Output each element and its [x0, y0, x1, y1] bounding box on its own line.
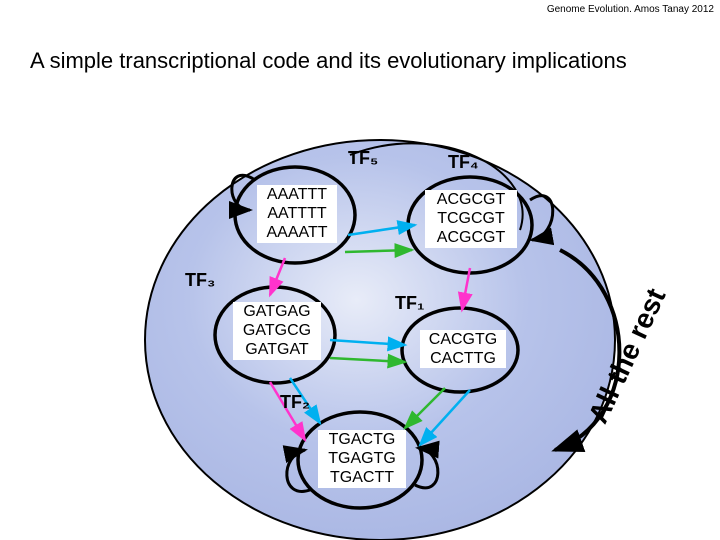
box-tf5-l2: AATTTT — [267, 205, 326, 222]
box-tf5: AAATTT AATTTT AAAATT — [257, 185, 337, 243]
box-tf3: GATGAG GATGCG GATGAT — [233, 302, 321, 360]
box-tf3-l2: GATGCG — [243, 322, 311, 339]
box-tf4-l2: TCGCGT — [437, 210, 505, 227]
label-tf1: TF₁ — [395, 293, 424, 314]
box-tf5-l3: AAAATT — [266, 224, 327, 241]
box-tf1-l2: CACTTG — [430, 350, 496, 367]
box-tf4-l1: ACGCGT — [437, 191, 505, 208]
label-tf3: TF₃ — [185, 270, 215, 291]
box-tf2-l2: TGAGTG — [328, 450, 396, 467]
box-tf4: ACGCGT TCGCGT ACGCGT — [425, 190, 517, 248]
box-tf3-l1: GATGAG — [243, 303, 310, 320]
box-tf4-l3: ACGCGT — [437, 229, 505, 246]
label-tf2: TF₂ — [280, 392, 310, 413]
box-tf2: TGACTG TGAGTG TGACTT — [318, 430, 406, 488]
box-tf2-l3: TGACTT — [330, 469, 394, 486]
box-tf5-l1: AAATTT — [267, 186, 327, 203]
label-tf5: TF₅ — [348, 148, 378, 169]
box-tf1-l1: CACGTG — [429, 331, 497, 348]
box-tf2-l1: TGACTG — [329, 431, 396, 448]
box-tf1: CACGTG CACTTG — [420, 330, 506, 368]
label-tf4: TF₄ — [448, 152, 479, 173]
box-tf3-l3: GATGAT — [245, 341, 308, 358]
